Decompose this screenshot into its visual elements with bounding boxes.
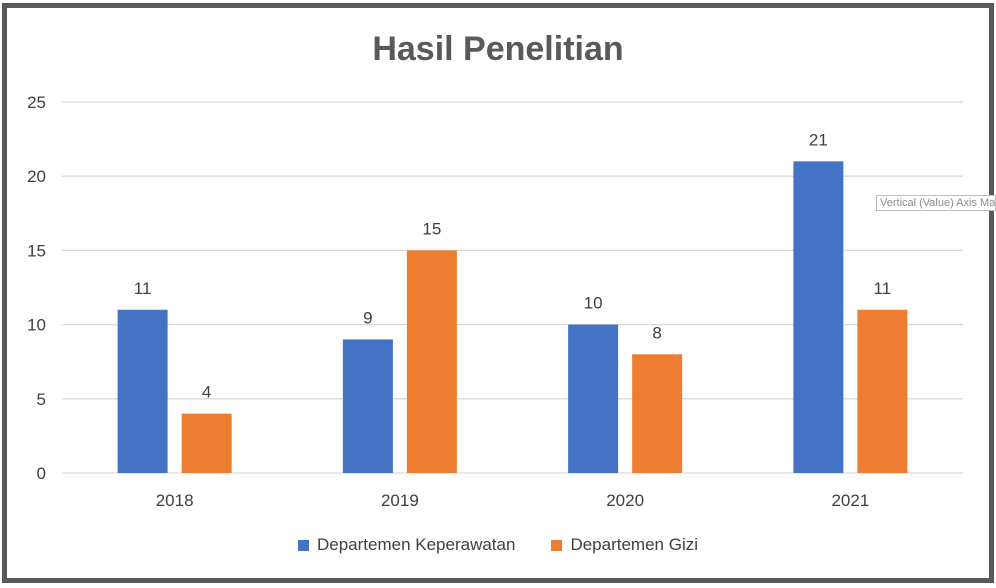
y-tick-label: 15 — [27, 241, 46, 260]
legend-swatch-gizi — [551, 539, 563, 551]
legend-item-gizi[interactable]: Departemen Gizi — [551, 535, 698, 555]
x-axis-ticks: 2018 2019 2020 2021 — [156, 491, 870, 510]
x-tick-label-2020: 2020 — [606, 491, 644, 510]
data-label-2018-series-0: 11 — [134, 279, 152, 298]
bar-2018-series-1[interactable] — [181, 413, 232, 473]
data-label-2020-series-1: 8 — [652, 323, 661, 342]
bars — [117, 161, 908, 474]
data-label-2020-series-0: 10 — [584, 294, 603, 313]
y-axis-ticks: 0 5 10 15 20 25 — [27, 93, 46, 483]
x-tick-label-2021: 2021 — [831, 491, 869, 510]
legend-item-keperawatan[interactable]: Departemen Keperawatan — [297, 535, 516, 555]
data-label-2021-series-0: 21 — [809, 130, 828, 149]
legend-swatch-keperawatan — [297, 539, 309, 551]
chart-title: Hasil Penelitian — [372, 30, 624, 68]
data-labels: 11 4 9 15 10 8 21 11 — [134, 130, 891, 401]
y-tick-label: 5 — [37, 390, 46, 409]
legend-label-gizi: Departemen Gizi — [570, 535, 699, 554]
bar-2020-series-0[interactable] — [568, 324, 619, 473]
data-label-2019-series-0: 9 — [363, 308, 372, 327]
gridline-tooltip: Vertical (Value) Axis Major Gridlines — [876, 195, 996, 211]
legend-label-keperawatan: Departemen Keperawatan — [316, 535, 516, 554]
data-label-2018-series-1: 4 — [202, 383, 211, 402]
y-tick-label: 25 — [27, 93, 46, 112]
x-tick-label-2019: 2019 — [381, 491, 419, 510]
bar-2019-series-0[interactable] — [342, 339, 393, 473]
x-tick-label-2018: 2018 — [156, 491, 194, 510]
y-tick-label: 0 — [37, 464, 46, 483]
bar-2020-series-1[interactable] — [632, 354, 683, 473]
y-tick-label: 20 — [27, 167, 46, 186]
y-tick-label: 10 — [27, 316, 46, 335]
bar-2021-series-0[interactable] — [793, 161, 844, 474]
bar-2018-series-0[interactable] — [117, 309, 168, 473]
legend: Departemen Keperawatan Departemen Gizi — [0, 535, 996, 555]
bar-2019-series-1[interactable] — [406, 250, 457, 473]
data-label-2019-series-1: 15 — [422, 219, 441, 238]
bar-2021-series-1[interactable] — [857, 309, 908, 473]
data-label-2021-series-1: 11 — [874, 279, 892, 298]
